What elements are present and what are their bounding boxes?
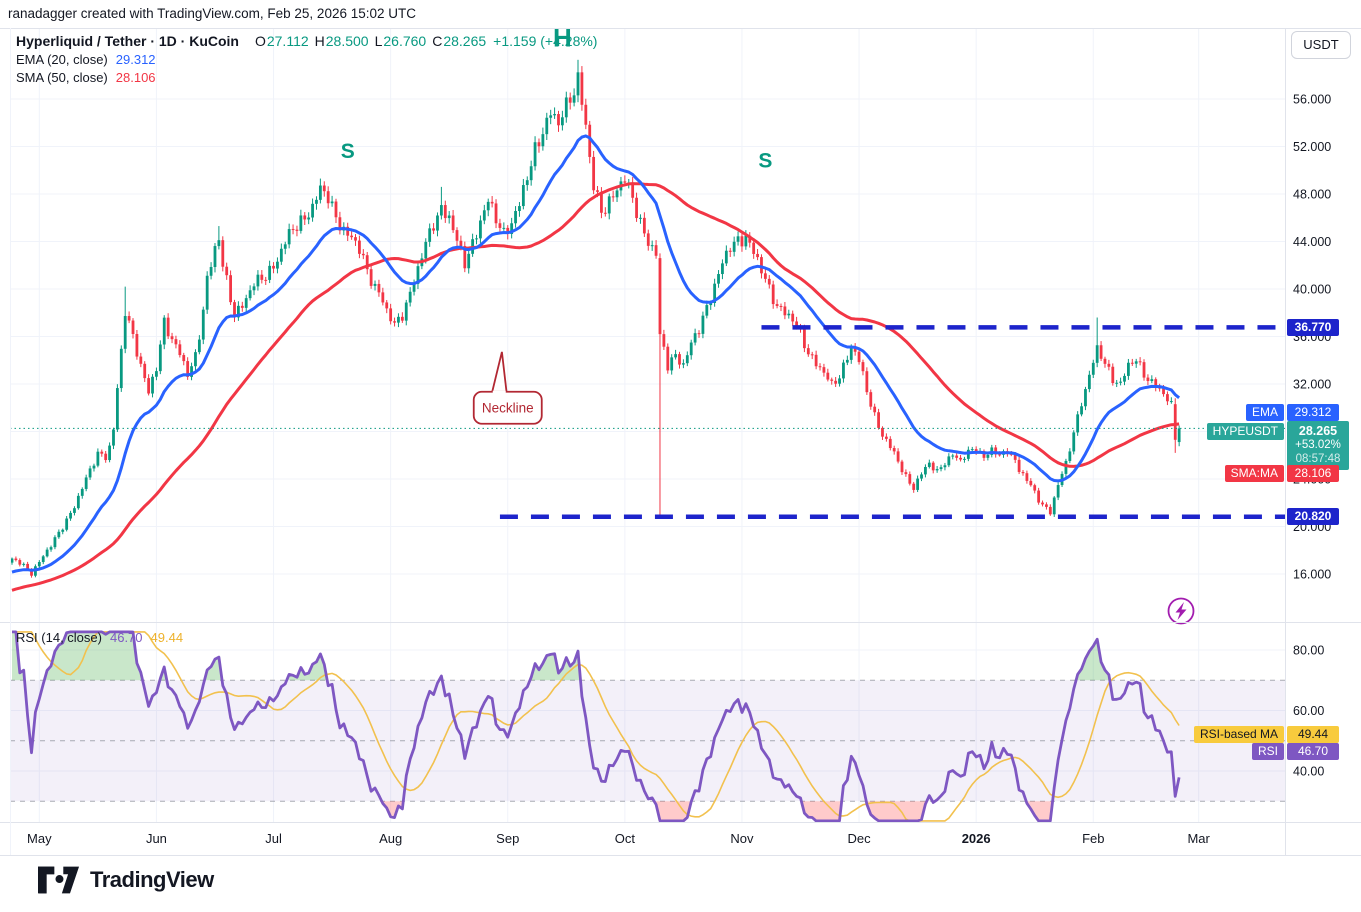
currency-button[interactable]: USDT [1291,31,1351,59]
rsi-ma-legend-value: 49.44 [150,630,184,645]
price-axis-tick: 40.000 [1293,283,1331,297]
rsi-line[interactable] [12,630,1181,823]
rsi-oversold-fill [381,801,1053,821]
price-axis-tick: 52.000 [1293,140,1331,154]
neckline-label: Neckline [482,400,534,415]
change-percent-value: +53.02% [1295,439,1341,451]
rsi-ma-tag[interactable]: RSI-based MA [1193,726,1284,743]
last-price-label[interactable]: 28.265 +53.02% 08:57:48 [1287,421,1349,470]
low-label: L [374,33,383,49]
change-value: +1.159 (+4.28%) [493,33,598,49]
time-axis-tick: May [27,831,52,846]
time-axis-tick: Jun [146,831,167,846]
ema-line[interactable] [11,134,1181,574]
close-value: 28.265 [443,33,487,49]
rsi-legend[interactable]: RSI (14, close) 46.70 49.44 [16,630,183,645]
open-label: O [254,33,266,49]
tradingview-logo[interactable]: TradingView [38,866,214,894]
rsi-axis-tick: 60.00 [1293,704,1324,718]
symbol-tag[interactable]: HYPEUSDT [1206,423,1284,440]
last-price-value: 28.265 [1298,424,1338,438]
symbol-legend-row[interactable]: Hyperliquid / Tether · 1D · KuCoin O27.11… [16,33,597,50]
gridlines [10,28,1285,822]
annotations[interactable]: H S S Neckline [341,22,773,425]
time-axis-tick: Sep [496,831,519,846]
rsi-axis-value[interactable]: 46.70 [1287,743,1339,760]
lightning-icon[interactable] [1167,597,1195,625]
time-axis-tick: Feb [1082,831,1104,846]
bar-countdown: 08:57:48 [1295,453,1341,465]
time-axis-tick: 2026 [962,831,991,846]
tradingview-logo-text: TradingView [90,867,214,892]
ema-tag[interactable]: EMA [1245,404,1284,421]
sma-legend-row[interactable]: SMA (50, close) 28.106 [16,69,597,86]
price-axis-tick: 48.000 [1293,188,1331,202]
time-axis-tick: Nov [730,831,754,846]
ema-legend-row[interactable]: EMA (20, close) 29.312 [16,51,597,68]
time-axis-tick: Oct [615,831,636,846]
price-axis-tick: 44.000 [1293,235,1331,249]
head-label[interactable]: H [553,22,572,52]
shoulder-label-left[interactable]: S [341,140,355,163]
open-value: 27.112 [266,33,309,49]
rsi-ma-axis-value[interactable]: 49.44 [1287,726,1339,743]
neckline-callout[interactable]: Neckline [472,351,543,425]
sma-legend-label: SMA (50, close) [16,70,108,85]
shoulder-label-right[interactable]: S [758,149,772,172]
time-axis-tick: Dec [847,831,871,846]
time-axis-tick: Jul [265,831,282,846]
candlesticks[interactable] [10,59,1181,578]
time-axis-tick: Mar [1187,831,1210,846]
rsi-legend-value: 46.70 [109,630,143,645]
rsi-legend-label: RSI (14, close) [16,630,102,645]
sma-axis-value[interactable]: 28.106 [1287,465,1339,482]
tradingview-logo-icon [38,866,80,894]
time-axis-tick: Aug [379,831,402,846]
sma-line[interactable] [11,182,1180,592]
rsi-axis-tick: 40.00 [1293,765,1324,779]
sma-legend-value: 28.106 [115,70,156,85]
ema-legend-label: EMA (20, close) [16,52,108,67]
attribution-text: ranadagger created with TradingView.com,… [8,6,416,21]
chart-legend: Hyperliquid / Tether · 1D · KuCoin O27.11… [16,33,597,86]
ema-axis-value[interactable]: 29.312 [1287,404,1339,421]
resistance-level-label[interactable]: 36.770 [1287,319,1339,336]
high-value: 28.500 [325,33,369,49]
high-label: H [314,33,325,49]
rsi-ma-line[interactable] [12,631,1180,822]
ema-legend-value: 29.312 [115,52,156,67]
price-axis-tick: 32.000 [1293,378,1331,392]
pane-borders [0,28,1361,856]
price-axis-tick: 16.000 [1293,568,1331,582]
symbol-title: Hyperliquid / Tether · 1D · KuCoin [16,33,239,49]
price-axis-tick: 56.000 [1293,93,1331,107]
low-value: 26.760 [383,33,427,49]
support-level-label[interactable]: 20.820 [1287,508,1339,525]
time-axis[interactable]: May Jun Jul Aug Sep Oct Nov Dec 2026 Feb Mar [27,831,1210,846]
sma-tag[interactable]: SMA:MA [1224,465,1284,482]
rsi-tag[interactable]: RSI [1251,743,1284,760]
close-label: C [432,33,443,49]
rsi-axis-tick: 80.00 [1293,644,1324,658]
